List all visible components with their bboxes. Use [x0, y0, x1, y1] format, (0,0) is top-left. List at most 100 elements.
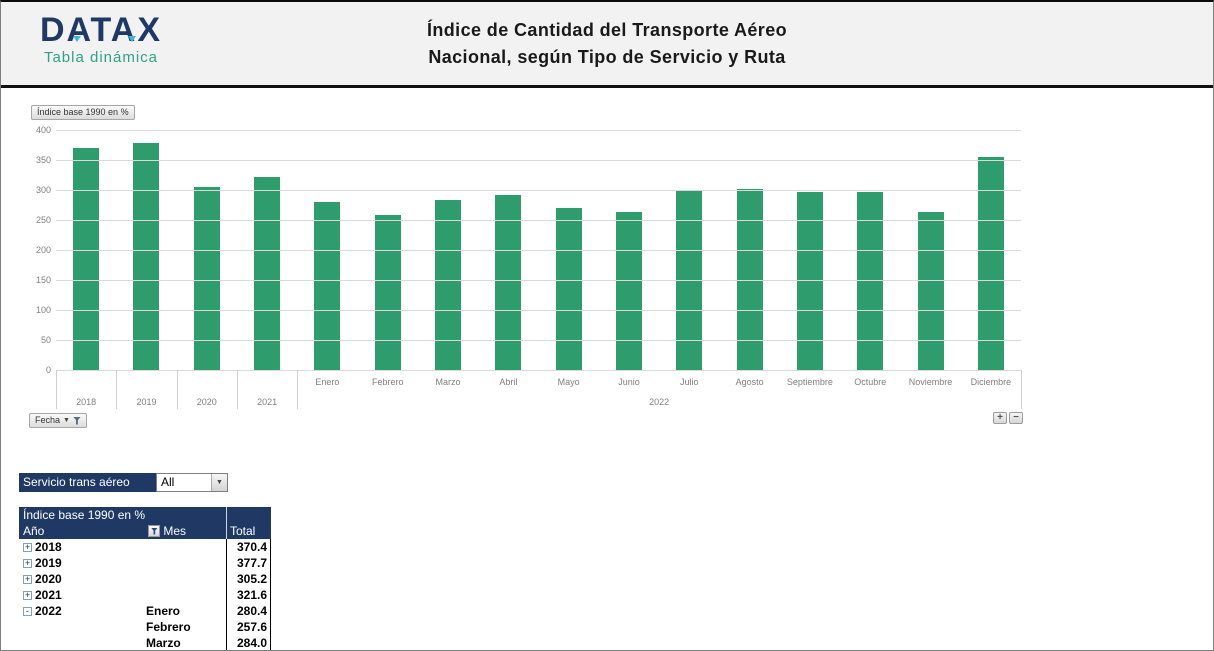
axis-month-label: Diciembre: [970, 377, 1012, 387]
bar-slot: [297, 130, 357, 370]
y-tick-label: 0: [45, 365, 51, 375]
gridline: [56, 370, 1021, 371]
axis-year-label: 2020: [196, 397, 217, 407]
bar-Mayo: [555, 208, 582, 370]
gridline: [56, 280, 1021, 281]
col-header-total: Total: [226, 523, 271, 539]
bar-slot: [116, 130, 176, 370]
mes-filter-icon[interactable]: [148, 525, 161, 537]
total-cell: 321.6: [226, 587, 271, 603]
bar-slot: [177, 130, 237, 370]
plot-area: [56, 130, 1021, 371]
table-row: -2022 Enero 280.4: [19, 603, 271, 619]
pivot-header-row: Año Mes Total: [19, 523, 271, 539]
total-cell: 370.4: [226, 539, 271, 555]
fecha-field-label: Fecha: [35, 415, 61, 425]
axis-separator: [236, 370, 238, 409]
total-cell: 305.2: [226, 571, 271, 587]
col-header-year: Año: [23, 524, 45, 538]
year-cell: 2018: [35, 540, 62, 554]
axis-separator: [56, 370, 57, 409]
year-cell: 2022: [35, 604, 62, 618]
bar-slot: [599, 130, 659, 370]
total-cell: 377.7: [226, 555, 271, 571]
bar-slot: [961, 130, 1021, 370]
y-tick-label: 150: [35, 275, 51, 285]
bar-2019: [133, 143, 160, 370]
bar-Febrero: [374, 215, 401, 370]
axis-month-label: Noviembre: [908, 377, 953, 387]
value-field-button[interactable]: Índice base 1990 en %: [31, 105, 135, 120]
pivot-rows: +2018 370.4 +2019 377.7 +2020 305.2 +2021 321.6…: [19, 539, 271, 650]
page-title: Índice de Cantidad del Transporte Aéreo …: [427, 17, 787, 71]
axis-month-label: Octubre: [854, 377, 887, 387]
collapse-field-button[interactable]: −: [1009, 412, 1023, 424]
pivot-title: Índice base 1990 en %: [23, 508, 146, 522]
combo-dropdown-button[interactable]: ▼: [211, 474, 227, 491]
collapse-icon[interactable]: -: [23, 606, 32, 616]
y-tick-label: 400: [35, 125, 51, 135]
bar-slot: [719, 130, 779, 370]
axis-separator: [116, 370, 118, 409]
expand-field-button[interactable]: +: [993, 412, 1007, 424]
value-field-label: Índice base 1990 en %: [37, 107, 129, 117]
bar-Agosto: [736, 189, 763, 370]
logo-subtitle: Tabla dinámica: [43, 49, 159, 66]
bar-Enero: [314, 201, 341, 370]
axis-month-label: Enero: [315, 377, 340, 387]
expand-icon[interactable]: +: [23, 557, 32, 568]
logo-accent-icon: [128, 36, 136, 42]
total-cell: 257.6: [226, 619, 271, 635]
mes-cell: Enero: [146, 604, 181, 618]
table-row: Marzo 284.0: [19, 635, 271, 650]
page-title-line1: Índice de Cantidad del Transporte Aéreo: [426, 20, 788, 40]
y-tick-label: 300: [35, 185, 51, 195]
logo-text: DATAX: [39, 11, 163, 49]
header: DATAX Tabla dinámica Índice de Cantidad …: [1, 2, 1213, 88]
y-axis: 0 50 100 150 200 250 300 350 400: [1, 125, 51, 375]
fecha-field-button[interactable]: Fecha ▼: [29, 413, 87, 428]
axis-month-label: Junio: [618, 377, 640, 387]
service-filter-combobox[interactable]: All ▼: [156, 473, 228, 492]
gridline: [56, 160, 1021, 161]
service-filter-label: Servicio trans aéreo: [19, 473, 156, 492]
gridline: [56, 130, 1021, 131]
bar-2020: [193, 186, 220, 370]
x-axis: 2018 2019 2020 2021 Enero Febrero Marzo Abril Ma…: [56, 370, 1022, 414]
table-row: +2021 321.6: [19, 587, 271, 603]
expand-icon[interactable]: +: [23, 589, 32, 600]
axis-separator: [1021, 370, 1022, 409]
pivot-chart: Índice base 1990 en % 0 50 100 150 200 250 300…: [1, 91, 1213, 432]
bar-slot: [358, 130, 418, 370]
axis-month-label: Marzo: [435, 377, 461, 387]
bar-Marzo: [435, 199, 462, 370]
gridline: [56, 340, 1021, 341]
expand-icon[interactable]: +: [23, 573, 32, 584]
axis-month-label: Julio: [680, 377, 699, 387]
mes-cell: Febrero: [146, 620, 191, 634]
axis-separator: [297, 370, 299, 409]
table-row: Febrero 257.6: [19, 619, 271, 635]
gridline: [56, 220, 1021, 221]
bar-slot: [900, 130, 960, 370]
y-tick-label: 350: [35, 155, 51, 165]
total-cell: 280.4: [226, 603, 271, 619]
axis-month-label: Septiembre: [786, 377, 833, 387]
col-header-mes: Mes: [163, 524, 187, 538]
chart-zoom-buttons: + −: [993, 412, 1023, 424]
expand-icon[interactable]: +: [23, 541, 32, 552]
bar-slot: [56, 130, 116, 370]
table-row: +2020 305.2: [19, 571, 271, 587]
dropdown-arrow-icon: ▼: [216, 479, 223, 486]
bar-slot: [539, 130, 599, 370]
table-row: +2019 377.7: [19, 555, 271, 571]
pivot-title-total-spacer: [226, 507, 271, 523]
axis-month-label: Agosto: [735, 377, 764, 387]
bar-Abril: [495, 195, 522, 370]
axis-year-label: 2019: [136, 397, 157, 407]
y-tick-label: 50: [40, 335, 51, 345]
axis-month-label: Mayo: [557, 377, 580, 387]
year-cell: 2019: [35, 556, 62, 570]
y-tick-label: 250: [35, 215, 51, 225]
bar-Diciembre: [977, 157, 1004, 370]
